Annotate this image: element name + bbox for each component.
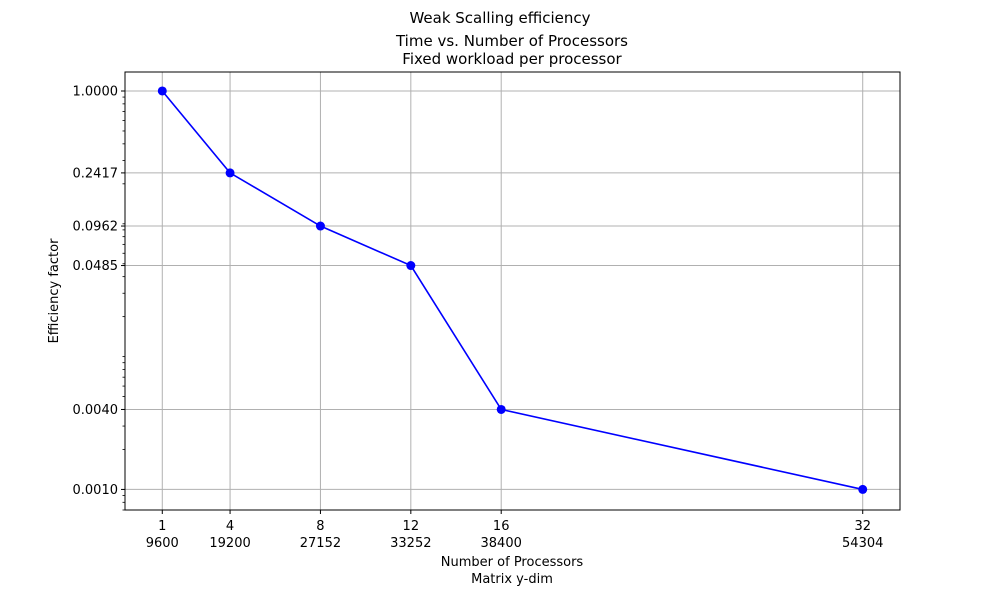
x-axis-label-line2: Matrix y-dim	[471, 572, 553, 587]
y-tick-label: 1.0000	[73, 84, 119, 99]
data-point	[496, 404, 506, 414]
x-tick-label: 4	[226, 519, 234, 534]
x-tick-label-secondary: 19200	[209, 536, 250, 551]
plot-frame	[124, 71, 901, 511]
x-tick-label-secondary: 9600	[146, 536, 179, 551]
x-axis-label-line1: Number of Processors	[441, 555, 584, 570]
x-tick-label: 12	[403, 519, 420, 534]
x-tick-label-secondary: 38400	[481, 536, 522, 551]
x-tick-label: 32	[854, 519, 871, 534]
x-tick-label: 1	[158, 519, 166, 534]
grid	[125, 72, 900, 510]
x-tick-label: 8	[316, 519, 324, 534]
data-point	[225, 168, 235, 178]
data-point	[315, 221, 325, 231]
y-tick-label: 0.0485	[73, 259, 119, 274]
y-axis-ticks: 1.0000 0.2417 0.0962 0.0485 0.0040 0.0010	[73, 84, 125, 498]
x-tick-label-secondary: 27152	[300, 536, 341, 551]
y-tick-label: 0.0010	[73, 483, 119, 498]
series	[157, 86, 868, 494]
y-tick-label: 0.2417	[73, 166, 119, 181]
x-tick-label: 16	[493, 519, 510, 534]
data-point	[858, 484, 868, 494]
x-tick-label-secondary: 54304	[842, 536, 883, 551]
y-axis-label: Efficiency factor	[47, 238, 62, 343]
series-line	[161, 90, 863, 491]
x-axis-ticks: 1 9600 4 19200 8 27152 12 33252 16 38400 32 54304	[146, 510, 883, 551]
chart-suptitle: Weak Scalling efficiency	[409, 9, 590, 27]
y-tick-label: 0.0040	[73, 403, 119, 418]
chart-title-line1: Time vs. Number of Processors	[395, 32, 628, 50]
data-point	[157, 86, 167, 96]
x-tick-label-secondary: 33252	[390, 536, 431, 551]
chart-title-line2: Fixed workload per processor	[402, 50, 622, 68]
y-tick-label: 0.0962	[73, 220, 119, 235]
data-point	[406, 261, 416, 271]
